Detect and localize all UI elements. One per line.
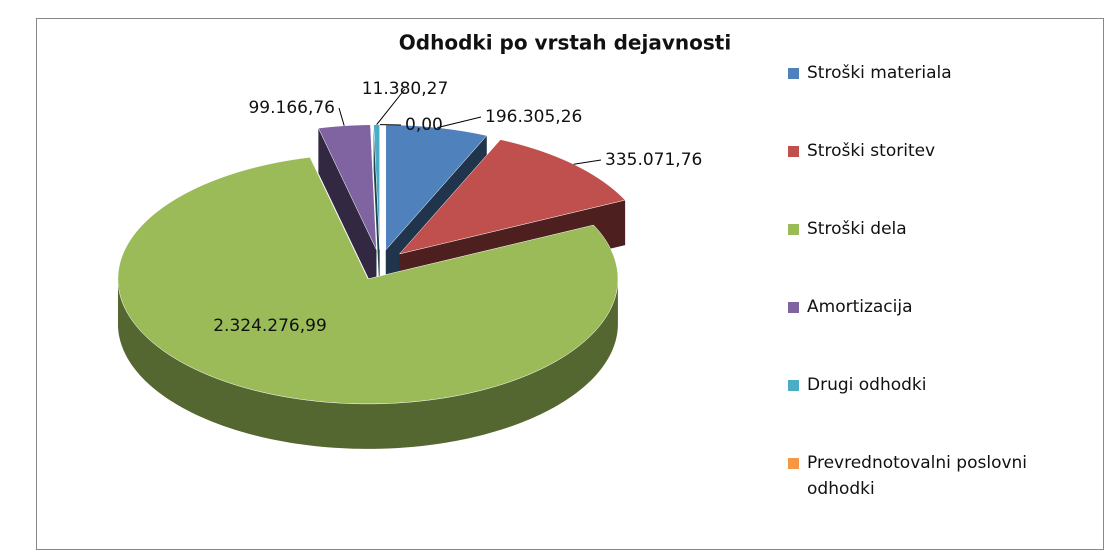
- pie-tops: [117, 124, 626, 405]
- leader-line: [338, 107, 345, 126]
- data-label: 2.324.276,99: [213, 316, 327, 336]
- legend-item: Amortizacija: [788, 294, 1088, 320]
- legend-label: Stroški materiala: [807, 63, 952, 83]
- legend-swatch: [788, 380, 799, 391]
- legend-swatch: [788, 302, 799, 313]
- data-label: 196.305,26: [485, 107, 582, 127]
- data-label: 11.380,27: [362, 79, 449, 99]
- legend-label: Prevrednotovalni poslovni odhodki: [807, 453, 1028, 499]
- chart-title: Odhodki po vrstah dejavnosti: [399, 31, 731, 55]
- legend-swatch: [788, 146, 799, 157]
- legend-label: Stroški storitev: [807, 141, 936, 161]
- data-label: 0,00: [405, 115, 443, 135]
- leader-line: [437, 116, 482, 129]
- legend-item: Prevrednotovalni poslovni odhodki: [788, 450, 1088, 502]
- leader-line: [376, 88, 406, 125]
- pie-slice-wall: [318, 128, 377, 295]
- legend-swatch: [788, 68, 799, 79]
- legend-item: Stroški dela: [788, 216, 1088, 242]
- legend-label: Amortizacija: [807, 297, 913, 317]
- legend-swatch: [788, 224, 799, 235]
- leader-line: [573, 159, 602, 165]
- pie-slice: [117, 157, 619, 405]
- chart-frame: [36, 18, 1104, 550]
- legend-item: Stroški storitev: [788, 138, 1088, 164]
- pie-slice: [398, 139, 626, 255]
- data-label: 99.166,76: [248, 98, 335, 118]
- pie-slice: [318, 124, 377, 250]
- legend-swatch: [788, 458, 799, 469]
- legend-item: Stroški materiala: [788, 60, 1088, 86]
- legend-label: Drugi odhodki: [807, 375, 927, 395]
- data-label: 335.071,76: [605, 150, 702, 170]
- pie-slice-wall: [373, 124, 380, 295]
- pie-slice: [373, 124, 380, 250]
- legend-label: Stroški dela: [807, 219, 907, 239]
- pie-slice-side: [117, 280, 618, 449]
- legend-item: Drugi odhodki: [788, 372, 1088, 398]
